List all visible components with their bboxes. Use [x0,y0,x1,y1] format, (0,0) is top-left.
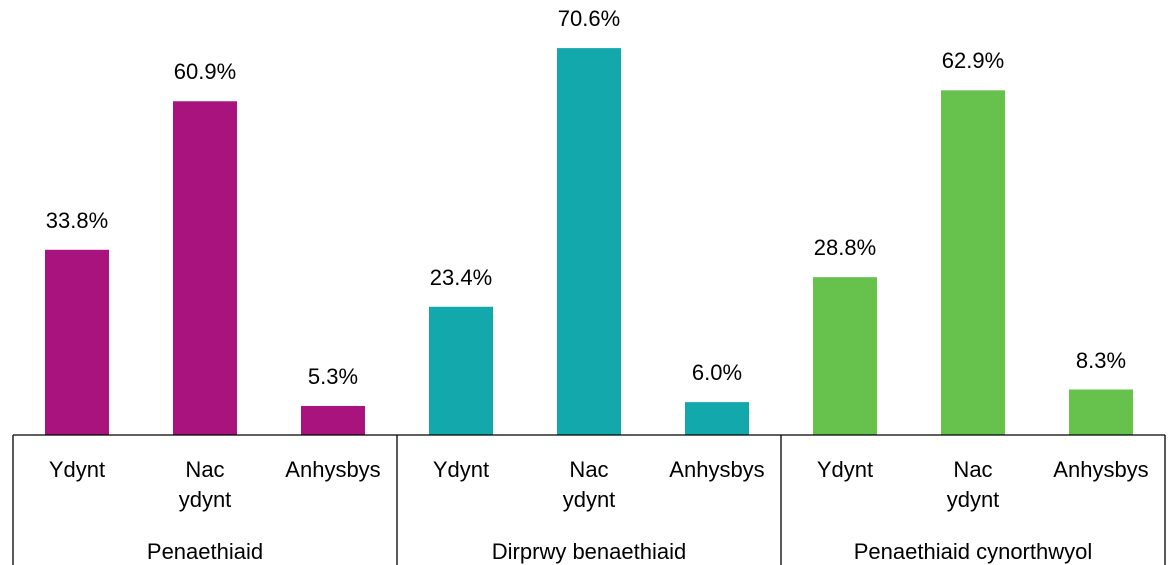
value-label: 70.6% [557,6,621,32]
group-label: Penaethiaid cynorthwyol [853,539,1093,564]
bar [173,101,237,435]
value-label: 62.9% [941,48,1005,74]
value-label: 8.3% [1075,347,1127,373]
bar [557,48,621,435]
group-label: Penaethiaid [146,539,264,564]
category-label: Nac ydynt [946,457,1000,512]
value-label: 23.4% [429,264,493,290]
category-label: Nac ydynt [562,457,616,512]
bar [1069,389,1133,435]
bar [813,277,877,435]
category-label: Ydynt [432,457,490,482]
bar [45,249,109,435]
category-label: Nac ydynt [178,457,232,512]
value-label: 5.3% [307,363,359,389]
value-label: 28.8% [813,235,877,261]
value-label: 33.8% [45,207,109,233]
value-label: 6.0% [691,360,743,386]
value-label: 60.9% [173,59,237,85]
category-label: Anhysbys [669,457,765,482]
category-label: Ydynt [816,457,874,482]
category-label: Ydynt [48,457,106,482]
group-label: Dirprwy benaethiaid [491,539,687,564]
category-label: Anhysbys [1053,457,1149,482]
category-label: Anhysbys [285,457,381,482]
bar [429,306,493,435]
bar [941,90,1005,436]
bar [301,405,365,435]
bar [685,402,749,435]
